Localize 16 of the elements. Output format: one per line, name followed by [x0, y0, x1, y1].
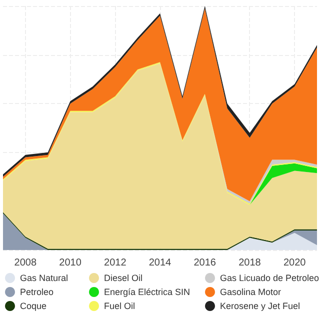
x-tick-label: 2010 [59, 258, 82, 268]
legend-label: Gas Natural [20, 273, 68, 283]
x-tick-label: 2008 [14, 258, 37, 268]
legend-label: Coque [20, 301, 47, 311]
legend-label: Gas Licuado de Petroleo [220, 273, 320, 283]
legend-label: Energía Eléctrica SIN [104, 287, 190, 297]
x-tick-label: 2014 [148, 258, 172, 268]
x-tick-label: 2012 [104, 258, 127, 268]
x-tick-label: 2018 [238, 258, 262, 268]
legend-label: Diesel Oil [104, 273, 143, 283]
legend-label: Fuel Oil [104, 301, 136, 311]
legend-label: Kerosene y Jet Fuel [220, 301, 300, 311]
legend-label: Gasolina Motor [220, 287, 282, 297]
legend-label: Petroleo [20, 287, 54, 297]
x-tick-label: 2016 [194, 258, 216, 268]
x-tick-label: 2020 [283, 258, 306, 268]
